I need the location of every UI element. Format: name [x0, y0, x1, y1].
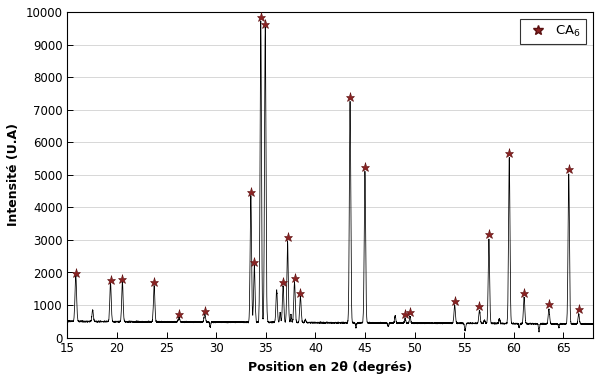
- X-axis label: Position en 2θ (degrés): Position en 2θ (degrés): [248, 361, 412, 374]
- Y-axis label: Intensité (U.A): Intensité (U.A): [7, 123, 20, 226]
- Legend: CA$_6$: CA$_6$: [520, 19, 586, 44]
